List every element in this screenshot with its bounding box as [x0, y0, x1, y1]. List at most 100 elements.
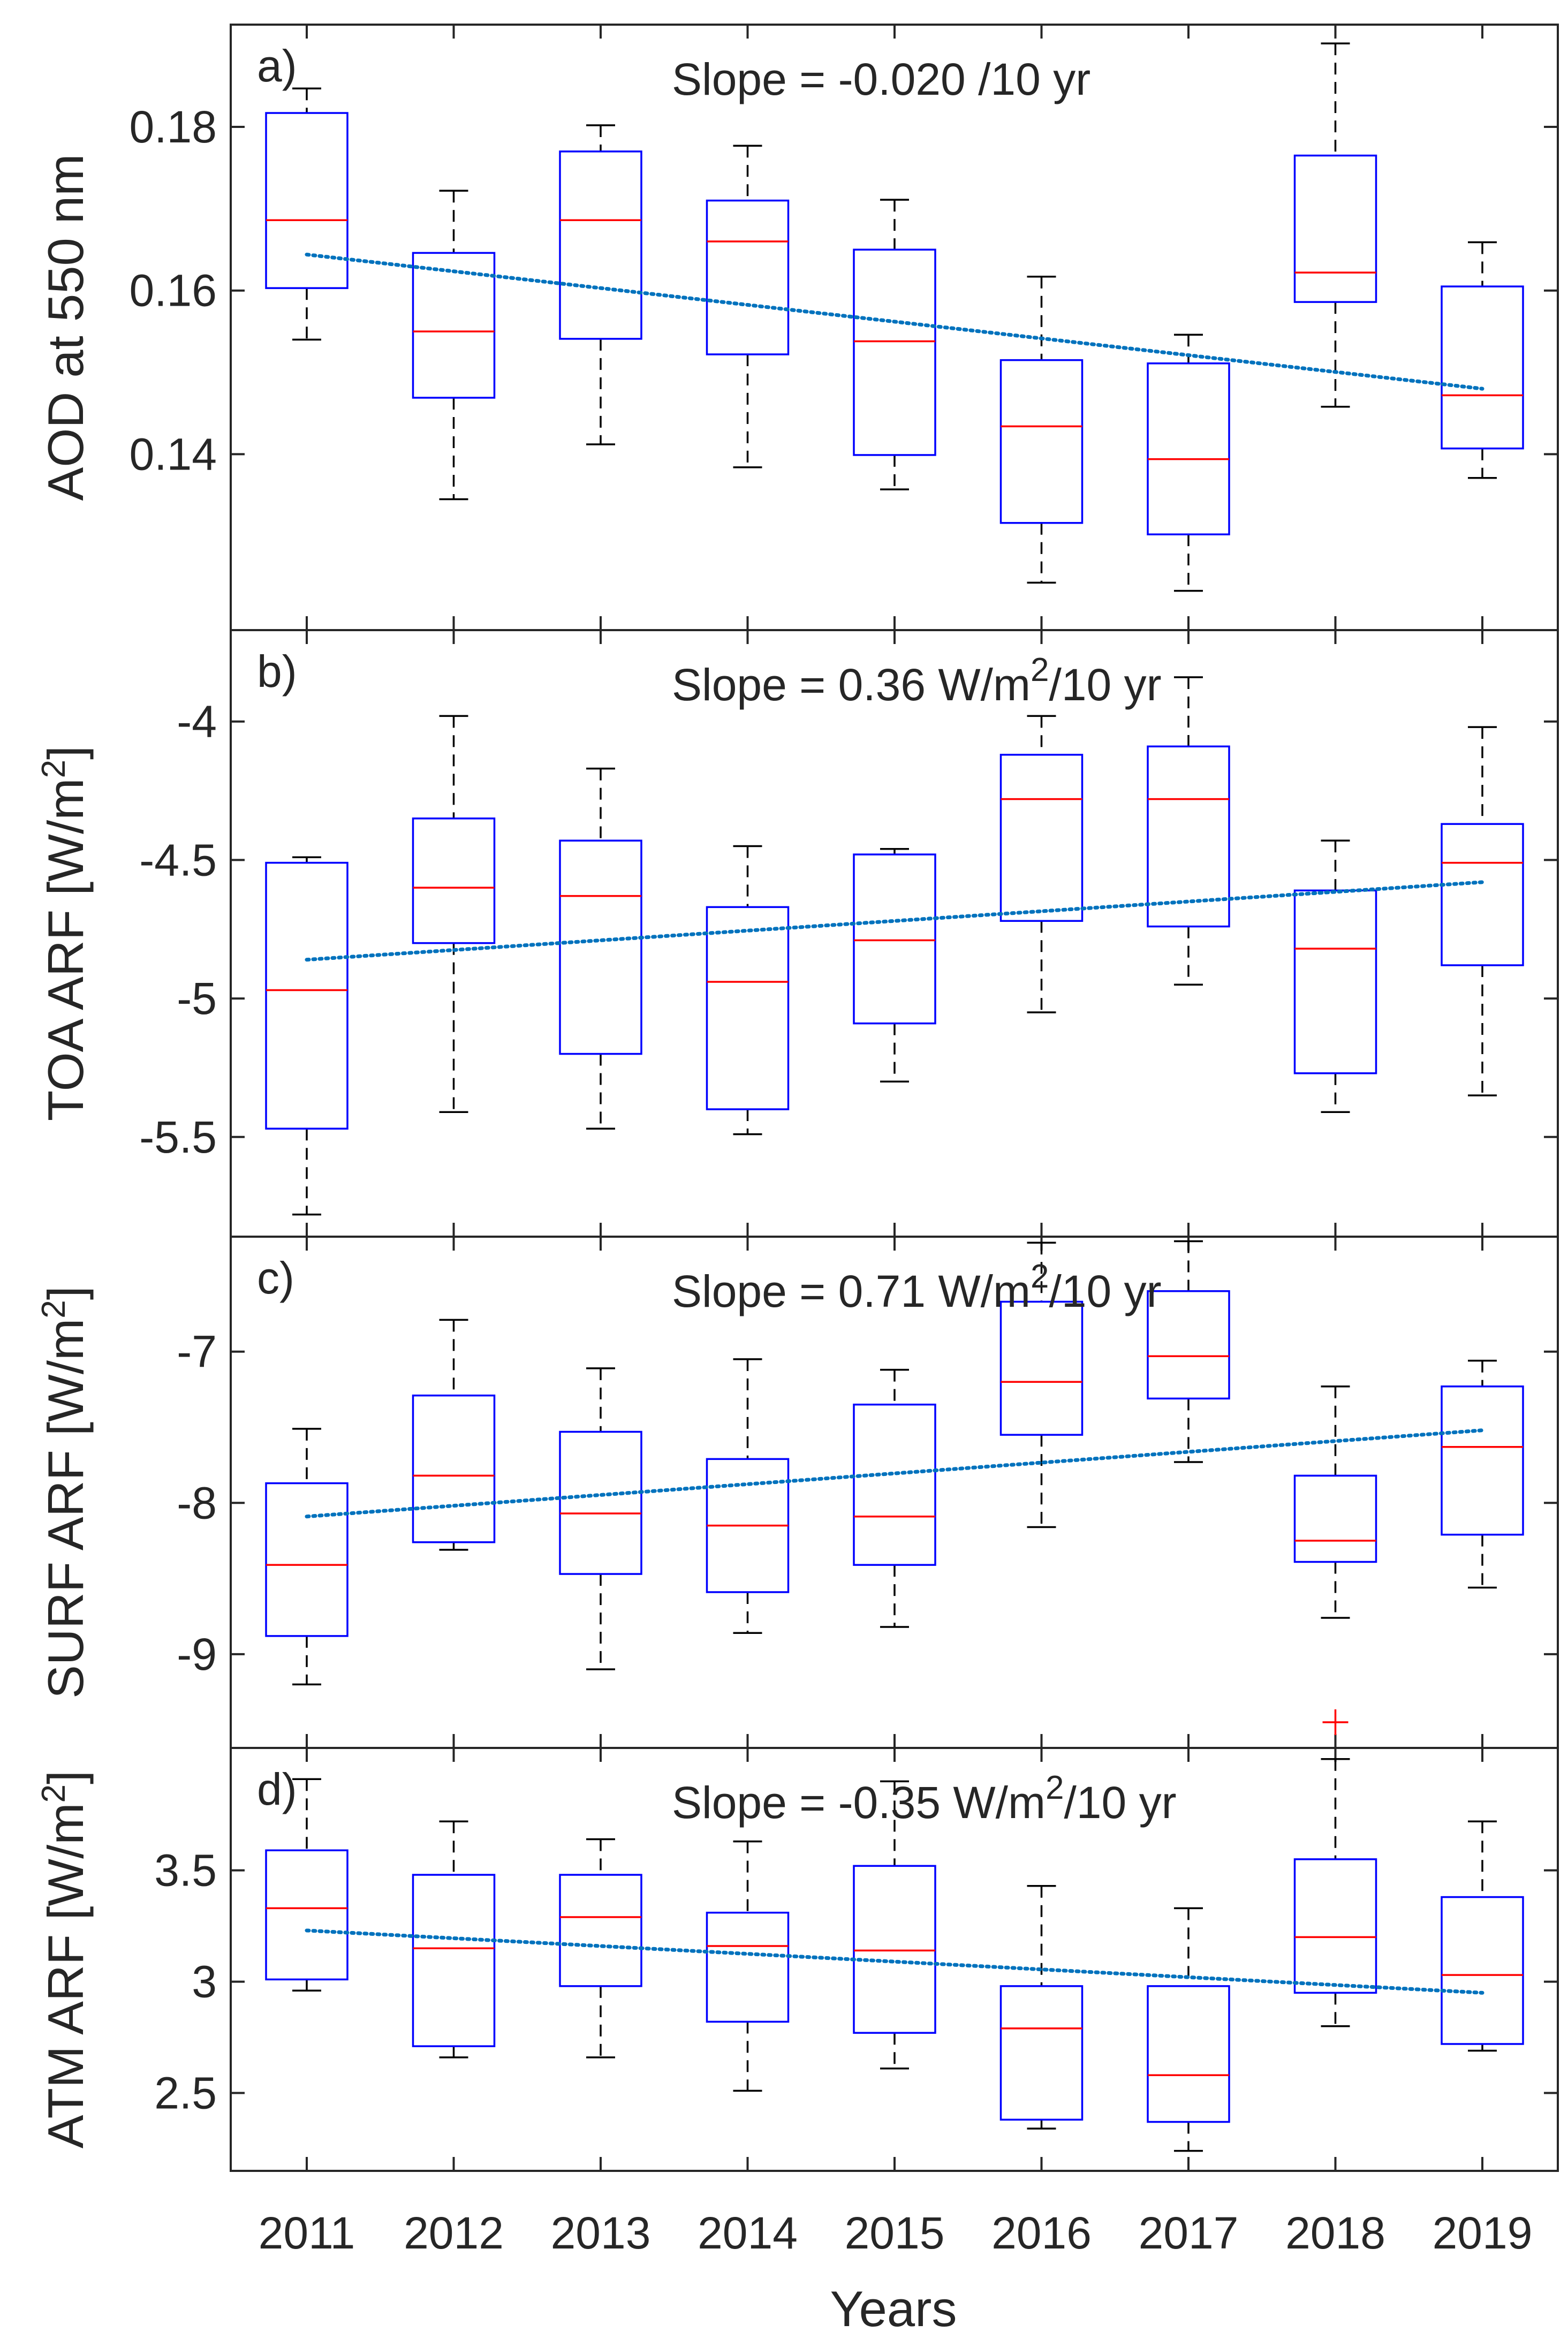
- slope-annotation: Slope = 0.36 W/m2/10 yr: [672, 652, 1162, 710]
- x-axis-tick-labels: 2011 2012 2013 2014 2015 2016 2017 2018 2019: [259, 2208, 1533, 2258]
- panel-tag: c): [257, 1253, 294, 1303]
- y-tick-label: 2.5: [154, 2068, 217, 2118]
- x-tick-label-2018: 2018: [1285, 2208, 1385, 2258]
- box-2015: [853, 1780, 936, 2070]
- box-2015: [853, 847, 936, 1083]
- iqr-box: [999, 754, 1084, 922]
- box-2017: [1147, 1240, 1230, 1463]
- box-2012: [412, 1820, 496, 2058]
- panel-tag: b): [257, 646, 297, 696]
- box-2013: [559, 767, 642, 1130]
- box-2017: [1147, 334, 1230, 592]
- panel-c: -9 -8 -7 SURF ARF [W/m2] c) Slope = 0.71 W/m2…: [35, 1236, 1559, 1749]
- box-2014: [706, 1358, 790, 1634]
- y-tick-label: 0.14: [130, 429, 217, 479]
- y-tick-label: 0.16: [130, 266, 217, 316]
- panel-a: 0.14 0.16 0.18 AOD at 550 nm a) Slope = -0.02…: [37, 24, 1559, 631]
- iqr-box: [265, 1849, 349, 1981]
- trend-line: [305, 1428, 1484, 1519]
- iqr-box: [412, 252, 496, 399]
- slope-annotation: Slope = 0.71 W/m2/10 yr: [672, 1258, 1162, 1316]
- iqr-box: [1147, 1985, 1230, 2123]
- iqr-box: [559, 1874, 642, 1987]
- box-2014: [706, 845, 790, 1135]
- panel-tag: d): [257, 1764, 297, 1814]
- iqr-box: [1147, 745, 1230, 928]
- y-tick-label: 0.18: [130, 102, 217, 152]
- iqr-box: [999, 1985, 1084, 2121]
- iqr-box: [706, 906, 790, 1110]
- y-tick-label: -4.5: [139, 835, 217, 885]
- iqr-box: [1441, 823, 1524, 966]
- box-2012: [412, 715, 496, 1113]
- y-tick-label: -8: [177, 1478, 217, 1528]
- slope-annotation: Slope = -0.35 W/m2/10 yr: [672, 1769, 1177, 1828]
- box-2015: [853, 199, 936, 490]
- iqr-box: [853, 248, 936, 456]
- iqr-box: [1441, 1385, 1524, 1536]
- x-tick-label-2016: 2016: [991, 2208, 1092, 2258]
- box-2016: [999, 275, 1084, 584]
- iqr-box: [265, 861, 349, 1130]
- panels: 0.14 0.16 0.18 AOD at 550 nm a) Slope = -0.02…: [35, 24, 1559, 2172]
- outlier-marker: [1322, 1709, 1349, 1735]
- iqr-box: [559, 150, 642, 340]
- iqr-box: [412, 1874, 496, 2047]
- box-2014: [706, 1840, 790, 2092]
- y-axis-label: TOA ARF [W/m2]: [35, 746, 94, 1121]
- box-2011: [265, 856, 349, 1216]
- box-2017: [1147, 1907, 1230, 2152]
- y-tick-label: 3.5: [154, 1845, 217, 1896]
- box-2012: [412, 190, 496, 501]
- panel-tag: a): [257, 41, 297, 91]
- trend-line: [305, 1928, 1484, 1995]
- box-2012: [412, 1319, 496, 1551]
- iqr-box: [265, 112, 349, 289]
- iqr-box: [1293, 1474, 1377, 1563]
- x-tick-label-2015: 2015: [845, 2208, 945, 2258]
- y-tick-label: -4: [177, 696, 217, 747]
- box-2019: [1441, 241, 1524, 479]
- iqr-box: [1293, 1858, 1377, 1994]
- iqr-box: [1293, 154, 1377, 303]
- y-tick-label: -5: [177, 973, 217, 1024]
- y-axis-label: SURF ARF [W/m2]: [35, 1286, 94, 1699]
- box-2013: [559, 124, 642, 445]
- box-2013: [559, 1367, 642, 1670]
- panel-b: -5.5 -5 -4.5 -4 TOA ARF [W/m2] b) Slope = 0.36…: [35, 629, 1559, 1238]
- iqr-box: [412, 817, 496, 944]
- box-2019: [1441, 726, 1524, 1096]
- iqr-box: [1441, 1896, 1524, 2045]
- box-2015: [853, 1368, 936, 1628]
- iqr-box: [853, 853, 936, 1025]
- x-tick-label-2011: 2011: [259, 2208, 355, 2258]
- box-2013: [559, 1838, 642, 2058]
- x-tick-label-2017: 2017: [1139, 2208, 1239, 2258]
- iqr-box: [412, 1394, 496, 1543]
- y-tick-label: -9: [177, 1629, 217, 1679]
- iqr-box: [1147, 1290, 1230, 1400]
- box-2011: [265, 1428, 349, 1686]
- iqr-box: [999, 359, 1084, 524]
- iqr-box: [1147, 362, 1230, 535]
- box-2011: [265, 87, 349, 341]
- box-2014: [706, 145, 790, 468]
- box-2018: [1293, 1758, 1377, 2027]
- box-2018: [1293, 42, 1377, 408]
- iqr-box: [559, 1430, 642, 1575]
- trend-line: [305, 252, 1484, 391]
- box-2011: [265, 1778, 349, 1992]
- box-2019: [1441, 1820, 1524, 2052]
- y-tick-label: 3: [192, 1957, 217, 2007]
- iqr-box: [706, 199, 790, 355]
- box-2017: [1147, 676, 1230, 986]
- y-axis-label: AOD at 550 nm: [37, 154, 94, 501]
- y-tick-label: -7: [177, 1327, 217, 1377]
- iqr-box: [1441, 285, 1524, 450]
- x-tick-label-2013: 2013: [551, 2208, 651, 2258]
- y-axis-label: ATM ARF [W/m2]: [35, 1770, 94, 2148]
- x-tick-label-2014: 2014: [698, 2208, 798, 2258]
- slope-annotation: Slope = -0.020 /10 yr: [672, 54, 1090, 104]
